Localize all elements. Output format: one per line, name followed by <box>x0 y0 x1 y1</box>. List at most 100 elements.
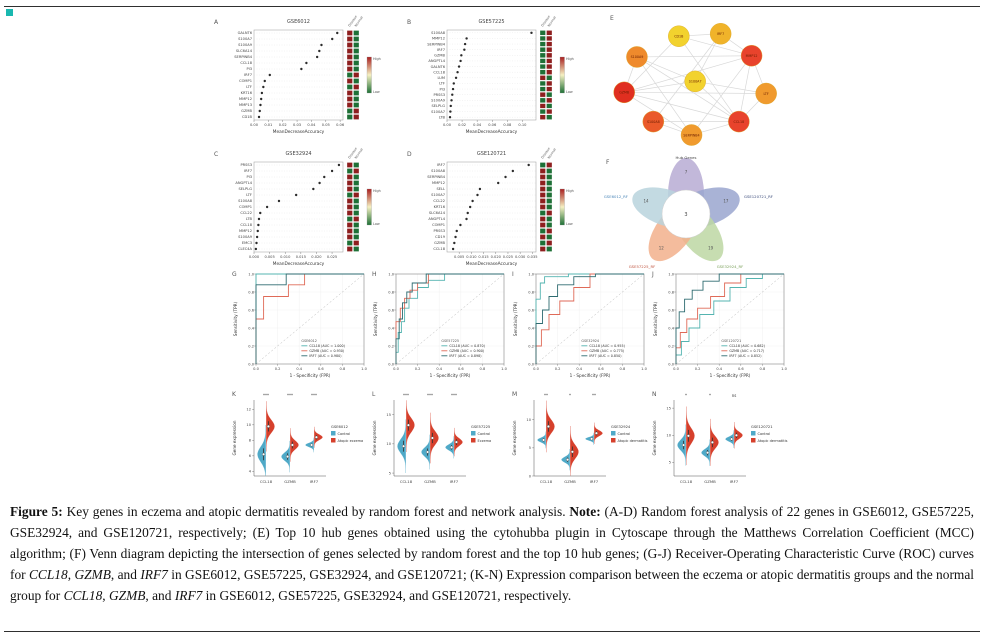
panel-k-violin-gse6012: K 4 6 8 10 12 Gene expression *** CCL18 *** GZMB **… <box>230 388 370 500</box>
importance-dot <box>457 65 461 68</box>
heatmap-cell <box>353 90 360 96</box>
importance-dot <box>257 223 260 227</box>
panel-e-hub-gene-network: E CD1B IRF7 S100A9 MMP12 S100A7 GZMB LTF S100A8 C… <box>606 8 788 154</box>
x-tick-label: 0.035 <box>527 255 537 259</box>
roc-legend-entry: GZMB (AUC = 0.717) <box>729 349 764 353</box>
heatmap-cell <box>539 246 546 252</box>
importance-dot <box>258 109 261 113</box>
gene-label: S100A8 <box>431 169 446 173</box>
panel-svg: J 0.00.0 0.2 0.2 0.4 0.4 0.6 0.6 0.8 0.8 1.0 1.0 GSE… <box>651 271 788 378</box>
color-scale-high-label: High <box>566 57 574 61</box>
median-dot <box>454 440 458 444</box>
heatmap-cell <box>546 58 553 64</box>
roc-legend-entry: GZMB (AUC = 0.775) <box>589 349 624 353</box>
y-tick-label: 0.4 <box>388 326 394 330</box>
importance-dot <box>256 229 259 233</box>
median-dot <box>570 450 574 454</box>
median-dot <box>290 443 294 447</box>
heatmap-cell <box>539 41 546 47</box>
caption-segment: CCL18 <box>29 567 68 583</box>
heatmap-cell <box>539 52 546 58</box>
heatmap-cell <box>539 97 546 103</box>
panel-letter: A <box>214 19 219 26</box>
gene-label: LTF <box>439 82 445 86</box>
panel-letter: L <box>372 391 376 398</box>
y-tick-label: 0.0 <box>388 362 394 366</box>
panel-letter: N <box>652 391 657 398</box>
panel-svg: L 5 10 15 Gene expression *** CCL18 *** GZMB *** I… <box>372 391 491 484</box>
heatmap-cell <box>539 240 546 246</box>
median-dot <box>430 436 434 440</box>
x-tick-label: 0.00 <box>443 123 452 127</box>
importance-dot <box>476 193 479 197</box>
color-scale-high-label: High <box>566 189 574 193</box>
hub-gene-label: CD1B <box>674 35 684 39</box>
heatmap-cell <box>353 210 360 216</box>
heatmap-cell <box>546 92 553 98</box>
heatmap-cell <box>546 222 553 228</box>
violin-half <box>686 406 695 466</box>
median-dot <box>730 437 734 441</box>
gene-label: LTB <box>246 217 253 221</box>
roc-legend-entry: IRF7 (AUC = 0.852) <box>729 354 761 358</box>
importance-dot <box>468 205 472 209</box>
heatmap-cell <box>539 64 546 70</box>
venn-set-label: Hub Genes <box>676 155 697 160</box>
hub-gene-node <box>740 45 763 67</box>
x-tick-label: 0.08 <box>503 123 512 127</box>
y-tick-label: 0.0 <box>668 362 674 366</box>
heatmap-cell <box>346 42 353 48</box>
heatmap-column-header: Normal <box>547 147 557 159</box>
hub-gene-node <box>613 81 635 104</box>
importance-dot <box>449 104 452 108</box>
gene-label: CCL18 <box>433 70 445 74</box>
x-tick-label: 0.8 <box>480 367 486 371</box>
caption-segment: in GSE6012, GSE57225, GSE32924, and GSE1… <box>202 588 572 604</box>
violin-legend-title: GSE6012 <box>331 425 348 429</box>
panel-l-violin-gse57225: L 5 10 15 Gene expression *** CCL18 *** GZMB *** I… <box>370 388 510 500</box>
y-tick-label: 5 <box>529 446 531 450</box>
heatmap-cell <box>546 174 553 180</box>
heatmap-cell <box>546 80 553 86</box>
gene-label: PI3 <box>439 87 445 91</box>
hub-gene-label: S100A9 <box>631 55 644 59</box>
gene-label: GZMB <box>284 479 296 484</box>
importance-dot <box>466 211 469 215</box>
gene-label: GZMB <box>704 479 716 484</box>
heatmap-cell <box>353 60 360 66</box>
heatmap-column-header: Disease <box>540 15 551 28</box>
roc-legend-entry: IRF7 (AUC = 0.980) <box>309 354 341 358</box>
heatmap-cell <box>546 109 553 115</box>
significance-label: ** <box>544 393 548 398</box>
heatmap-cell <box>539 69 546 75</box>
importance-dot <box>331 37 334 41</box>
heatmap-cell <box>346 174 353 180</box>
heatmap-cell <box>546 186 553 192</box>
panel-letter: J <box>651 271 654 278</box>
y-axis-label: Sensitivity (TPR) <box>233 301 238 336</box>
x-axis-label: 1 - Specificity (FPR) <box>570 373 611 378</box>
x-tick-label: 0.0 <box>393 367 399 371</box>
importance-dot <box>451 247 455 251</box>
roc-legend-title: GSE6012 <box>301 339 317 343</box>
heatmap-cell <box>539 103 546 109</box>
violin-half <box>701 439 710 466</box>
caption-segment: GZMB <box>108 588 146 604</box>
heatmap-cell <box>353 180 360 186</box>
caption-segment: GZMB <box>74 567 111 583</box>
importance-dot <box>454 76 458 80</box>
roc-curve-irf7 <box>675 273 784 364</box>
violin-legend-entry: Atopic dermatitis <box>618 439 648 443</box>
x-tick-label: 0.06 <box>336 123 345 127</box>
heatmap-cell <box>353 240 360 246</box>
x-tick-label: 0.4 <box>436 367 442 371</box>
y-tick-label: 5 <box>389 471 391 475</box>
y-tick-label: 10 <box>386 442 391 446</box>
y-tick-label: 0.4 <box>668 326 674 330</box>
gene-label: GALNT6 <box>431 65 446 69</box>
y-tick-label: 0.0 <box>248 362 254 366</box>
median-dot <box>426 450 430 454</box>
x-tick-label: 0.015 <box>296 255 306 259</box>
hub-gene-label: SERPINB4 <box>683 133 699 137</box>
color-scale-high-label: High <box>373 189 381 193</box>
